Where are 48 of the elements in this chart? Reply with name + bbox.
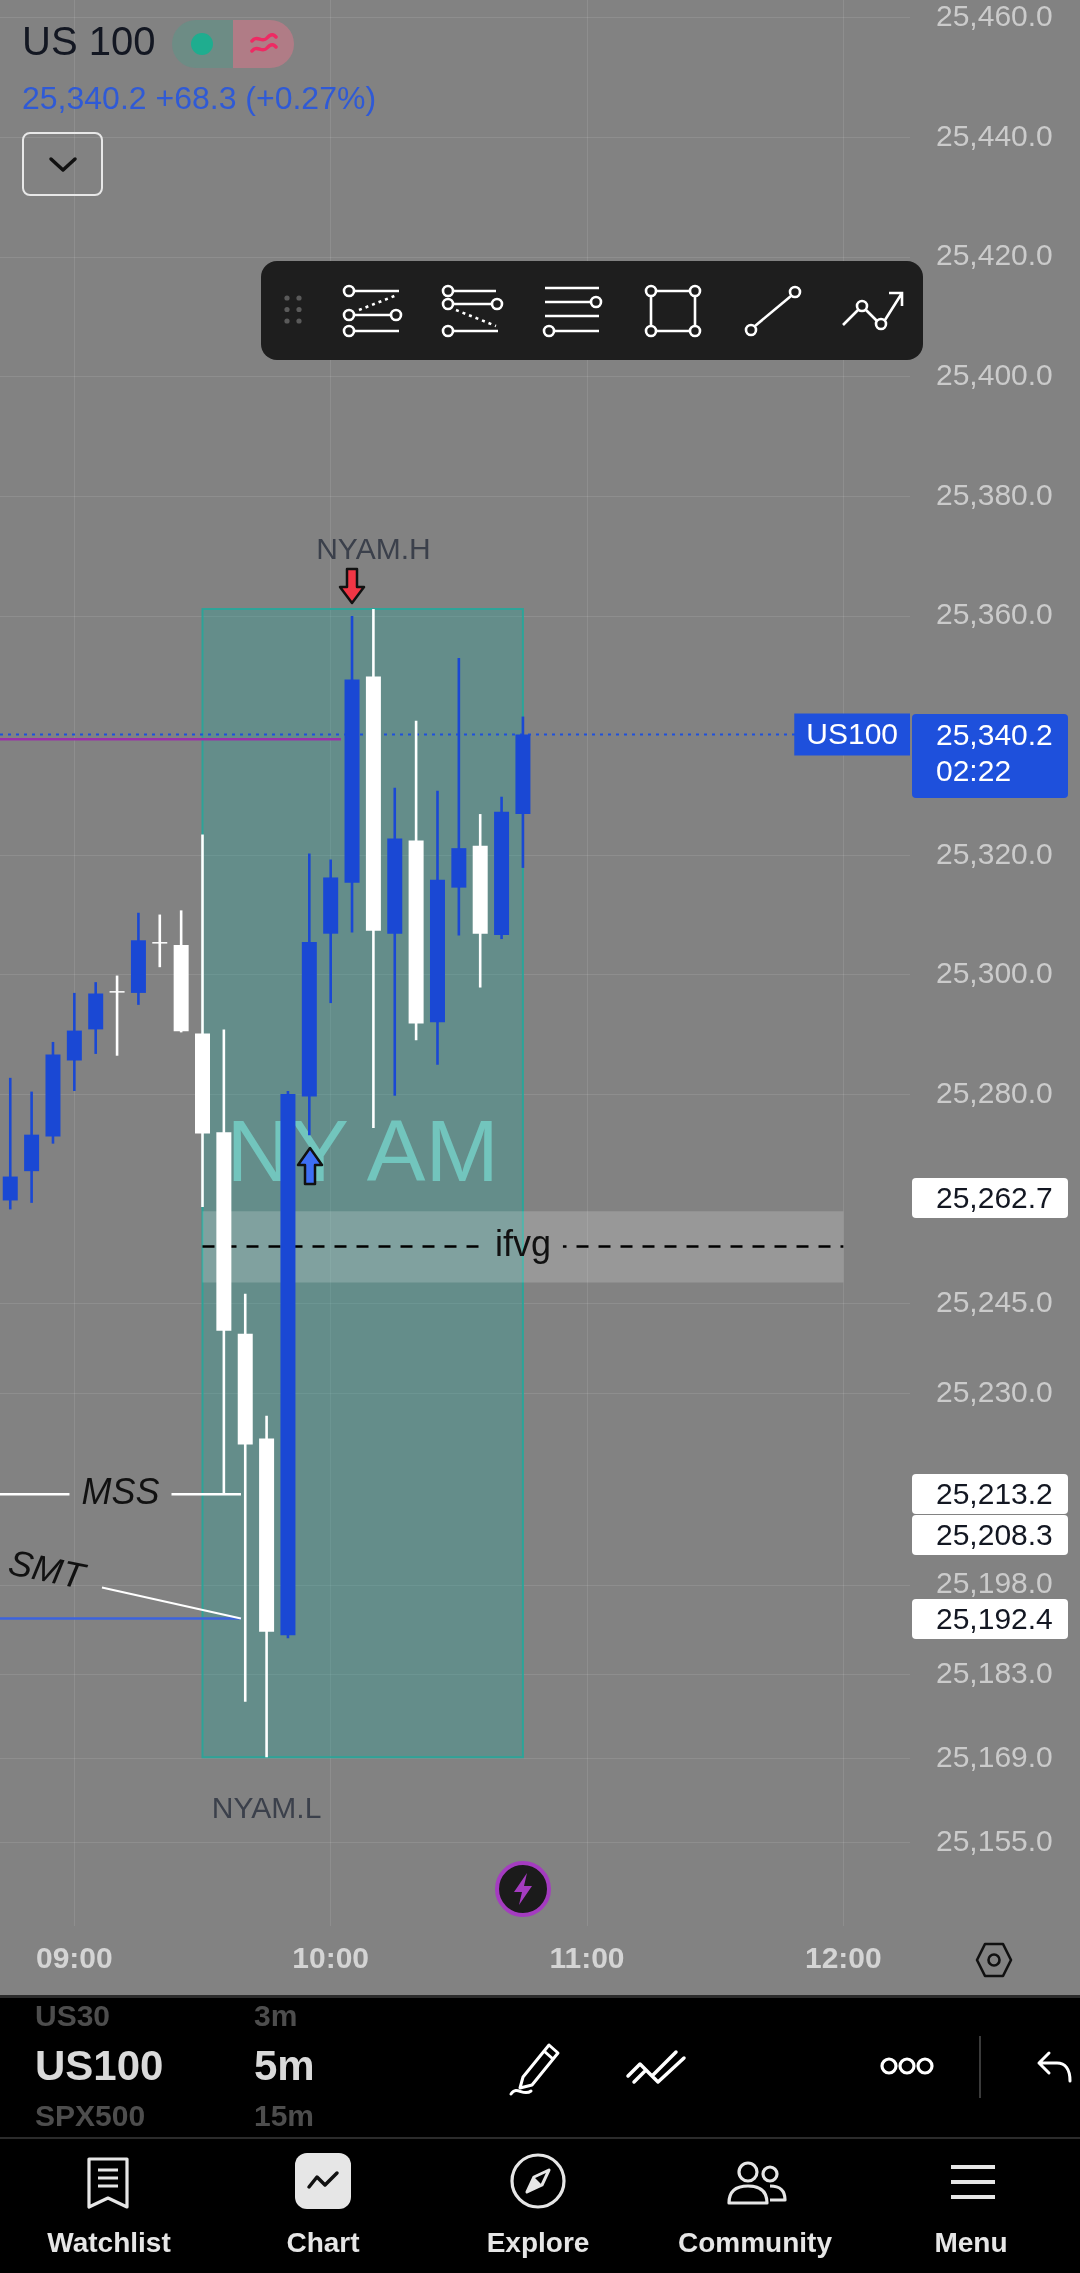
text: Watchlist (47, 2226, 171, 2260)
text: 5m (254, 2041, 315, 2091)
y-tick-label: 25,183.0 (936, 1656, 1053, 1690)
candlestick (109, 974, 125, 1058)
x-tick-label: 12:00 (804, 1941, 882, 1975)
y-tick-label: 25,198.0 (936, 1566, 1053, 1600)
x-tick-label: 11:00 (549, 1941, 625, 1975)
text: US 100 (22, 18, 156, 64)
text: 25,340.2 +68.3 (+0.27%) (22, 80, 377, 117)
y-tick-label: 25,400.0 (936, 358, 1053, 392)
text: 25,262.7 (936, 1180, 1053, 1216)
y-tick-label: 25,460.0 (936, 0, 1053, 33)
y-tick-label: 25,280.0 (936, 1075, 1053, 1109)
text: 25,192.4 (936, 1601, 1053, 1637)
text: US100 (35, 2041, 164, 2091)
text: Explore (486, 2226, 590, 2260)
text: Community (678, 2226, 832, 2260)
text: Menu (934, 2226, 1008, 2260)
x-tick-label: 09:00 (35, 1941, 113, 1975)
y-tick-label: 25,169.0 (936, 1739, 1053, 1773)
candlestick (152, 913, 168, 969)
y-tick-label: 25,300.0 (936, 956, 1053, 990)
toolbar[interactable] (261, 261, 923, 360)
y-tick-label: 25,245.0 (936, 1285, 1053, 1319)
text: 3m (254, 1998, 298, 2034)
candlestick (2, 1076, 18, 1211)
y-tick-label: 25,320.0 (936, 836, 1053, 870)
text: 25,213.2 (936, 1476, 1053, 1512)
x-tick-label: 10:00 (292, 1941, 370, 1975)
series-label: ifvg (494, 1223, 551, 1265)
text: 02:22 (936, 753, 1012, 789)
series-label: MSS (81, 1471, 160, 1513)
y-tick-label: 25,360.0 (936, 597, 1053, 631)
annotation: NYAM.H (316, 532, 431, 566)
text: Chart (286, 2226, 360, 2260)
text: SPX500 (35, 2098, 146, 2134)
y-tick-label: 25,440.0 (936, 118, 1053, 152)
annotation: NYAM.L (211, 1790, 322, 1824)
text: 25,340.2 (936, 717, 1053, 753)
text: 25,208.3 (936, 1517, 1053, 1553)
text: 15m (254, 2098, 315, 2134)
y-tick-label: 25,230.0 (936, 1374, 1053, 1408)
ref-line-label: US100 (806, 716, 899, 750)
y-tick-label: 25,380.0 (936, 477, 1053, 511)
text: US30 (35, 1998, 111, 2034)
y-tick-label: 25,155.0 (936, 1823, 1053, 1857)
y-tick-label: 25,420.0 (936, 238, 1053, 272)
annotation: SMT (5, 1541, 91, 1598)
